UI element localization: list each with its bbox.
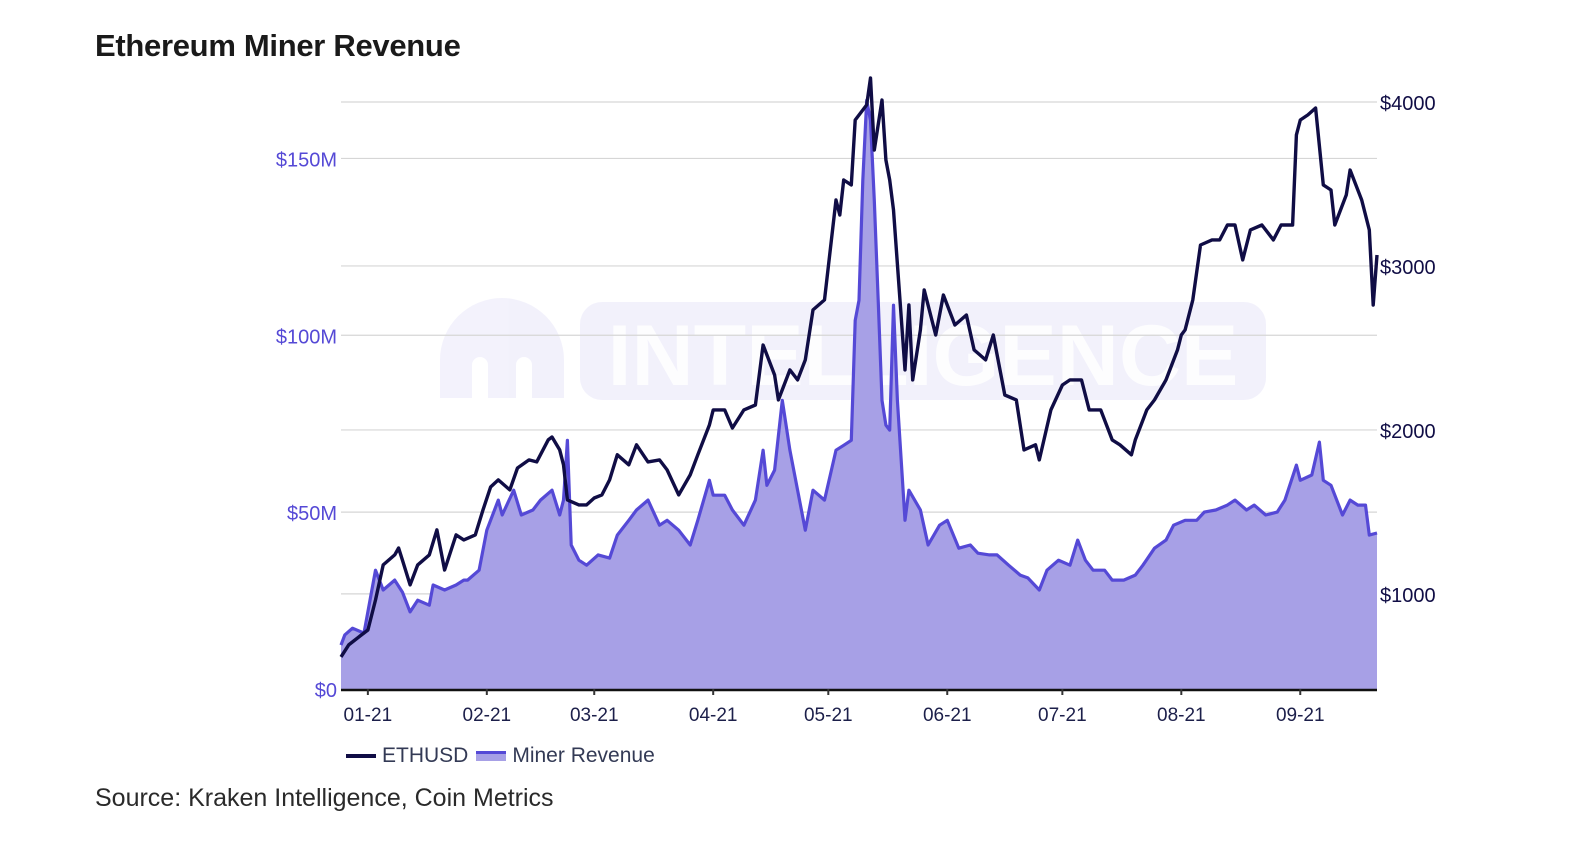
watermark-box bbox=[580, 302, 1266, 400]
x-axis-tick-label: 09-21 bbox=[1276, 705, 1325, 726]
left-axis-tick-label: $50M bbox=[287, 503, 337, 525]
x-axis-tick-label: 06-21 bbox=[923, 705, 972, 726]
right-axis-tick-label: $3000 bbox=[1380, 257, 1436, 279]
x-axis-tick-label: 02-21 bbox=[463, 705, 512, 726]
chart-title: Ethereum Miner Revenue bbox=[95, 28, 461, 63]
legend: ETHUSD Miner Revenue bbox=[346, 744, 663, 768]
watermark: INTELLIGENCE bbox=[440, 298, 1266, 404]
legend-label-miner-revenue: Miner Revenue bbox=[512, 744, 655, 767]
miner-revenue-series bbox=[339, 98, 1378, 689]
ethusd-swatch bbox=[346, 754, 376, 758]
left-axis-tick-label: $100M bbox=[276, 326, 337, 348]
left-axis-tick-label: $0 bbox=[315, 680, 337, 702]
source-note: Source: Kraken Intelligence, Coin Metric… bbox=[95, 784, 554, 812]
x-axis-tick-label: 07-21 bbox=[1038, 705, 1087, 726]
watermark-logo-icon bbox=[440, 298, 564, 398]
right-axis-tick-label: $2000 bbox=[1380, 421, 1436, 443]
ethusd-series bbox=[339, 76, 1379, 658]
miner-revenue-area bbox=[341, 100, 1377, 689]
x-axis-tick-label: 04-21 bbox=[689, 705, 738, 726]
right-axis-tick-label: $1000 bbox=[1380, 585, 1436, 607]
x-axis-tick-label: 08-21 bbox=[1157, 705, 1206, 726]
x-axis-tick-label: 05-21 bbox=[804, 705, 853, 726]
x-axis-tick-label: 03-21 bbox=[570, 705, 619, 726]
miner-revenue-line bbox=[339, 98, 1378, 646]
ethusd-line bbox=[339, 76, 1379, 658]
miner-revenue-swatch bbox=[476, 751, 507, 761]
legend-item-miner-revenue[interactable]: Miner Revenue bbox=[476, 744, 655, 768]
legend-label-ethusd: ETHUSD bbox=[382, 744, 469, 767]
axes: $1000 $2000 $3000 $4000 $0 $50M $100M $150M 01-2… bbox=[276, 93, 1436, 726]
watermark-text: INTELLIGENCE bbox=[608, 308, 1239, 404]
x-axis-tick-label: 01-21 bbox=[344, 705, 393, 726]
right-axis-tick-label: $4000 bbox=[1380, 93, 1436, 115]
legend-item-ethusd[interactable]: ETHUSD bbox=[346, 744, 468, 768]
left-axis-tick-label: $150M bbox=[276, 149, 337, 171]
